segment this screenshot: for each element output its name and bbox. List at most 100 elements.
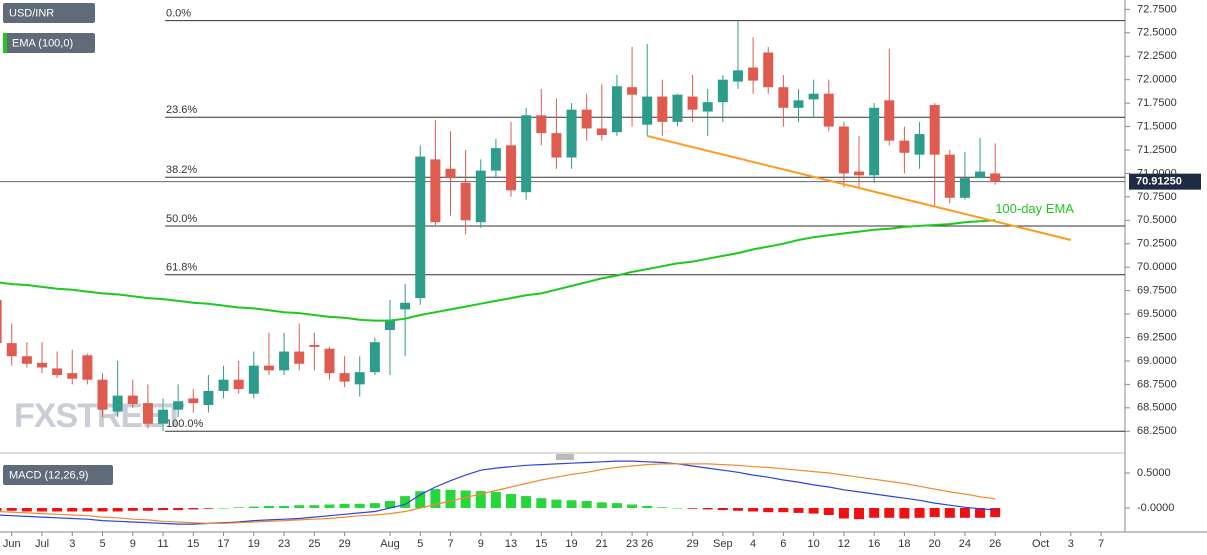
histogram-bar [6, 508, 17, 511]
candle-body [899, 140, 910, 153]
y-tick-label: -0.0000 [1137, 502, 1174, 514]
fib-label: 100.0% [166, 418, 204, 430]
histogram-bar [112, 508, 123, 512]
candle-body [203, 390, 214, 405]
x-tick-label: 15 [535, 538, 547, 550]
x-tick-label: Sep [713, 538, 733, 550]
x-tick-label: 29 [686, 538, 698, 550]
candle-body [415, 156, 426, 299]
candle-body [127, 395, 138, 405]
price-tag-label: 70.91250 [1136, 176, 1182, 188]
price-panel: 0.0% 23.6% 38.2% 50.0% 61.8% 100.0% 100-day EM… [0, 8, 1125, 432]
y-tick-label: 69.5000 [1137, 308, 1177, 320]
x-tick-label: 16 [868, 538, 880, 550]
x-tick-label: 26 [641, 538, 653, 550]
y-tick-label: 72.7500 [1137, 3, 1177, 15]
candle-body [808, 93, 819, 100]
histogram-bar [657, 507, 668, 508]
histogram-bar [929, 508, 940, 518]
candle-body [611, 86, 622, 133]
x-tick-label: 3 [1068, 538, 1074, 550]
histogram-bar [52, 508, 63, 512]
x-tick-label: 23 [626, 538, 638, 550]
candle-body [975, 171, 986, 179]
y-tick-label: 68.5000 [1137, 402, 1177, 414]
legend-box [3, 3, 95, 23]
x-tick-label: 26 [989, 538, 1001, 550]
candle-body [37, 362, 47, 368]
histogram-bar [884, 508, 895, 518]
x-tick-label: 21 [596, 538, 608, 550]
candle-body [944, 154, 955, 198]
candle-body [717, 79, 728, 103]
candle-body [838, 126, 849, 174]
candle-body [82, 355, 93, 380]
macd-line [0, 463, 996, 524]
histogram-bar [263, 505, 274, 508]
histogram-bar [566, 500, 577, 508]
x-tick-label: 19 [565, 538, 577, 550]
macd-panel [0, 460, 1001, 525]
histogram-bar [21, 508, 32, 512]
candle-body [460, 182, 471, 221]
candle-body [869, 107, 880, 176]
candle-body [324, 348, 335, 374]
candle-body [763, 52, 774, 88]
candle-body [521, 115, 532, 193]
histogram-bar [687, 508, 698, 509]
candle-body [309, 345, 320, 347]
macd-title: MACD (12,26,9) [9, 469, 88, 481]
histogram-bar [793, 508, 804, 513]
histogram-bar [142, 508, 153, 511]
candle-body [748, 67, 759, 81]
histogram-bar [581, 501, 592, 508]
y-tick-label: 69.7500 [1137, 285, 1177, 297]
candle-body [490, 148, 501, 171]
histogram-bar [748, 508, 759, 512]
histogram-bar [188, 508, 199, 510]
x-tick-label: Oct [1032, 538, 1049, 550]
histogram-bar [959, 508, 970, 518]
candle-body [218, 379, 229, 391]
histogram-bar [294, 505, 305, 508]
candle-body [702, 102, 713, 112]
candle-body [339, 373, 350, 382]
x-tick-label: 9 [478, 538, 484, 550]
candle-body [732, 70, 743, 82]
candle-body [990, 173, 1001, 182]
x-tick-label: 7 [447, 538, 453, 550]
x-tick-label: 12 [838, 538, 850, 550]
x-tick-label: 18 [898, 538, 910, 550]
x-tick-label: Aug [380, 538, 400, 550]
legend-box [3, 33, 95, 53]
fib-label: 38.2% [166, 164, 197, 176]
candle-body [400, 302, 411, 310]
candle-body [142, 403, 153, 424]
candle-body [959, 178, 970, 198]
legend-box [3, 465, 113, 485]
candle-body [475, 170, 486, 223]
candle-body [914, 134, 925, 155]
candle-body [112, 395, 123, 412]
candle-body [248, 365, 259, 394]
candle-body [173, 401, 184, 410]
candle-body [657, 96, 668, 122]
y-tick-label: 70.5000 [1137, 214, 1177, 226]
x-tick-label: 19 [248, 538, 260, 550]
x-tick-label: Jul [35, 538, 49, 550]
trendline [646, 134, 1072, 241]
histogram-bar [990, 508, 1001, 518]
histogram-bar [808, 508, 819, 514]
histogram-bar [430, 489, 441, 508]
histogram-bar [203, 508, 214, 509]
histogram-bar [369, 503, 380, 508]
x-tick-label: 7 [1098, 538, 1104, 550]
y-tick-label: 68.2500 [1137, 425, 1177, 437]
x-tick-label: 4 [750, 538, 756, 550]
legend-indicator: EMA (100,0) [12, 37, 73, 49]
candle-body [687, 96, 698, 110]
candle-body [627, 87, 638, 95]
candle-body [884, 100, 895, 141]
histogram-bar [642, 505, 653, 508]
